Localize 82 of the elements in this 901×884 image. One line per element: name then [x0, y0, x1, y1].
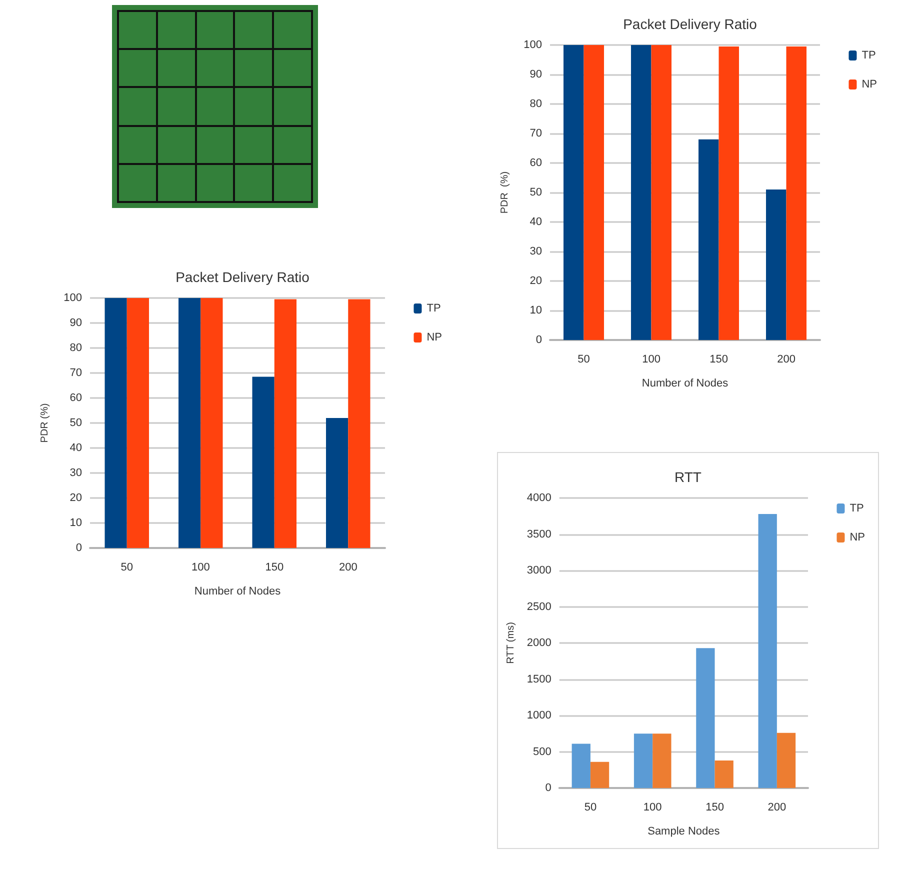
x-axis-title: Sample Nodes — [648, 826, 720, 838]
bar — [200, 298, 223, 548]
y-tick-label: 80 — [70, 342, 82, 354]
y-tick-label: 50 — [70, 417, 82, 429]
legend-label: NP — [850, 532, 865, 544]
y-tick-label: 3000 — [526, 564, 552, 576]
legend-label: NP — [426, 332, 442, 344]
y-tick-label: 30 — [530, 246, 542, 258]
y-axis-title: PDR (%) — [40, 403, 50, 443]
legend-label: TP — [426, 302, 441, 314]
y-tick-label: 0 — [545, 782, 552, 794]
y-tick-label: 90 — [70, 317, 82, 329]
y-tick-label: 40 — [530, 216, 542, 228]
x-tick-label: 150 — [706, 802, 724, 814]
bar — [652, 734, 672, 788]
legend-label: NP — [862, 78, 877, 90]
bar — [698, 139, 719, 340]
y-tick-label: 40 — [70, 442, 82, 454]
y-tick-label: 60 — [530, 157, 542, 169]
y-axis-title: PDR (%) — [500, 171, 510, 214]
x-axis-title: Number of Nodes — [194, 586, 282, 598]
y-tick-label: 1500 — [526, 673, 552, 686]
y-tick-label: 4000 — [526, 492, 552, 504]
bar — [104, 298, 127, 548]
bar — [274, 299, 296, 548]
y-tick-label: 20 — [530, 275, 542, 287]
x-tick-label: 100 — [643, 802, 662, 814]
x-tick-label: 100 — [191, 562, 210, 574]
legend-label: TP — [850, 502, 864, 514]
y-tick-label: 1000 — [526, 710, 552, 722]
x-tick-label: 50 — [120, 562, 133, 574]
y-tick-label: 10 — [70, 517, 82, 529]
bar — [631, 45, 652, 340]
y-tick-label: 0 — [76, 542, 82, 554]
chart-title: Packet Delivery Ratio — [176, 269, 310, 285]
x-tick-label: 50 — [584, 802, 597, 814]
y-tick-label: 2500 — [526, 600, 552, 613]
x-axis-title: Number of Nodes — [642, 378, 729, 390]
bar — [564, 45, 584, 340]
bar — [634, 734, 653, 788]
y-tick-label: 60 — [70, 392, 82, 404]
y-tick-label: 50 — [530, 186, 542, 198]
y-tick-label: 500 — [533, 746, 552, 758]
bar — [252, 376, 274, 548]
y-axis-title: RTT (ms) — [506, 622, 516, 664]
bar — [766, 190, 786, 340]
x-tick-label: 200 — [768, 802, 786, 814]
x-tick-label: 150 — [710, 354, 728, 366]
bar — [326, 418, 348, 548]
y-tick-label: 30 — [70, 467, 82, 479]
chart-title: RTT — [674, 469, 702, 485]
x-tick-label: 150 — [265, 562, 284, 574]
x-tick-label: 50 — [578, 354, 590, 366]
bar — [776, 732, 796, 788]
chart-title: Packet Delivery Ratio — [623, 16, 758, 32]
bar — [126, 298, 149, 548]
y-tick-label: 3500 — [526, 528, 552, 540]
bar — [590, 762, 610, 788]
bar — [348, 299, 370, 548]
y-tick-label: 2000 — [526, 637, 552, 649]
bar — [758, 514, 777, 788]
y-tick-label: 80 — [530, 98, 542, 110]
bar — [786, 46, 806, 340]
y-tick-label: 70 — [530, 128, 542, 140]
y-tick-label: 100 — [64, 292, 82, 304]
x-tick-label: 100 — [642, 354, 660, 366]
bar — [584, 45, 604, 340]
bar — [572, 744, 590, 788]
bar — [696, 648, 715, 788]
y-tick-label: 100 — [524, 39, 542, 51]
legend-label: TP — [862, 50, 876, 62]
y-tick-label: 10 — [530, 304, 542, 316]
y-tick-label: 20 — [70, 492, 82, 504]
bar — [714, 760, 734, 788]
bar — [651, 45, 672, 340]
bar — [178, 298, 201, 548]
y-tick-label: 0 — [536, 334, 542, 346]
y-tick-label: 90 — [530, 68, 542, 80]
bar — [718, 46, 739, 340]
x-tick-label: 200 — [777, 354, 796, 366]
x-tick-label: 200 — [338, 562, 358, 574]
y-tick-label: 70 — [70, 367, 82, 379]
